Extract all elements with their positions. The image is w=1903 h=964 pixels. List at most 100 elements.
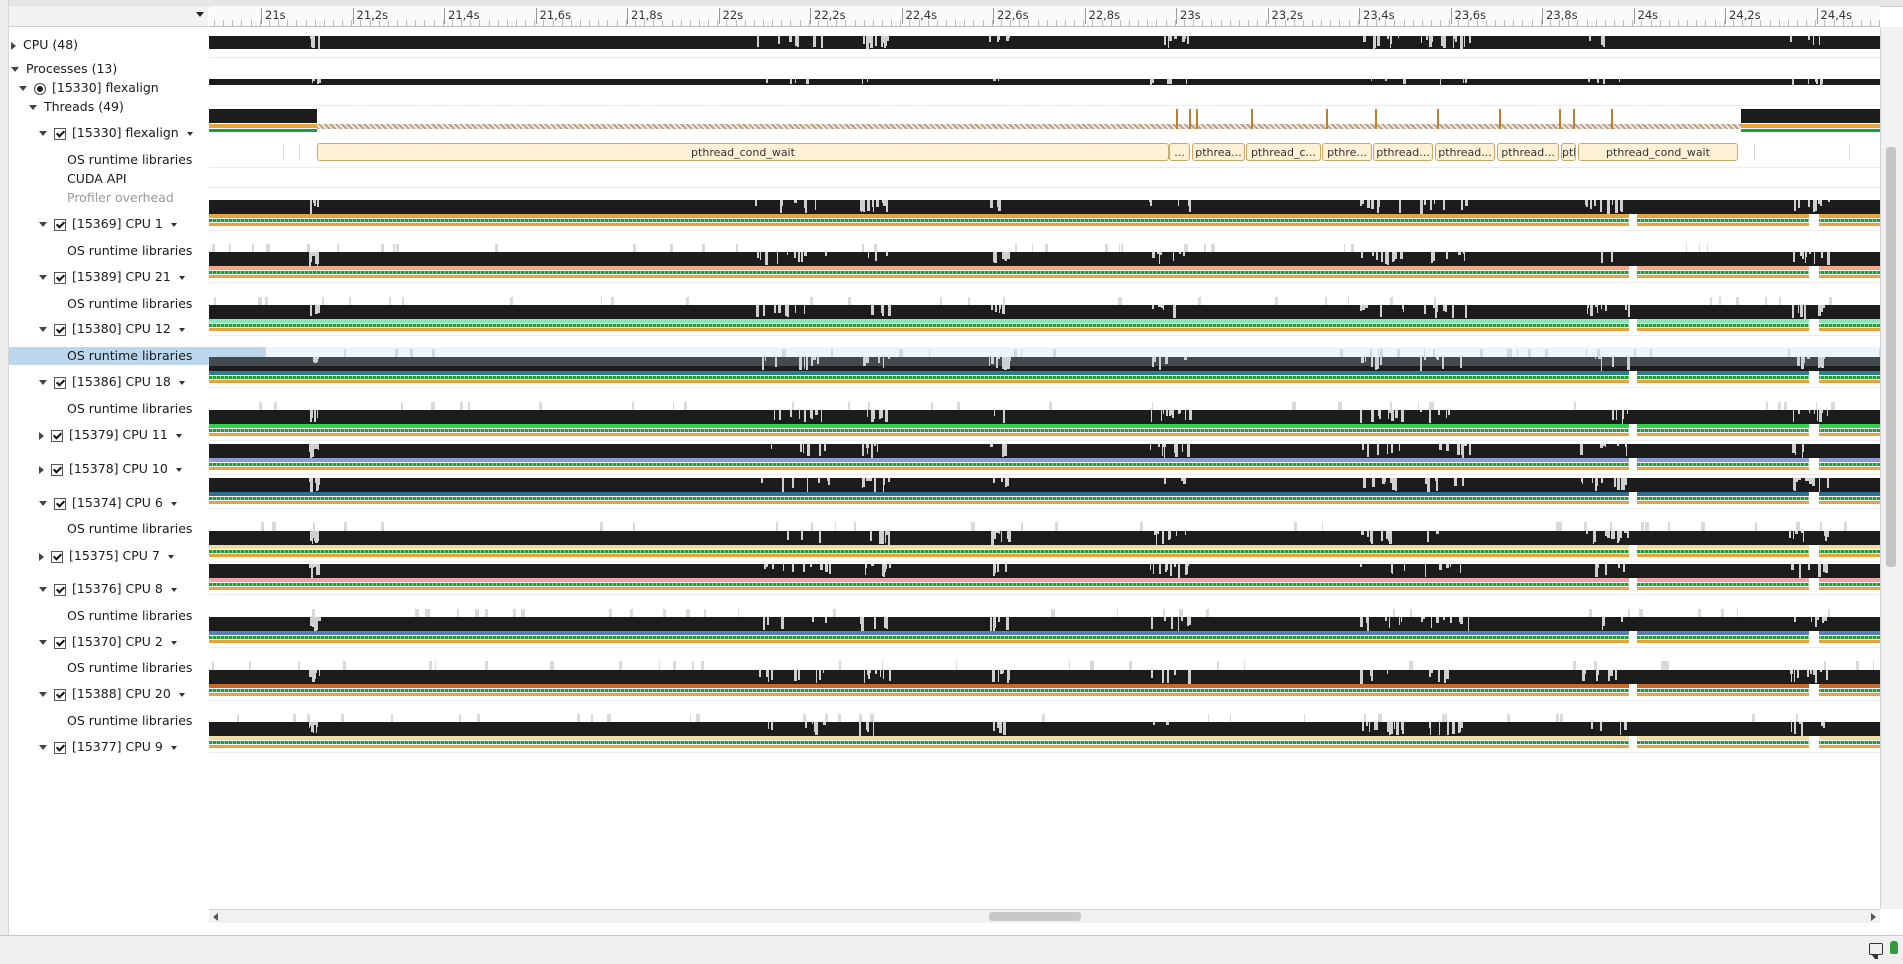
scroll-right-icon[interactable] (1871, 913, 1876, 921)
expand-down-icon[interactable] (39, 222, 47, 227)
cpu-usage-dip (314, 564, 316, 568)
checkbox-icon[interactable] (54, 376, 66, 389)
tree-threads[interactable]: Threads (49) (9, 98, 228, 116)
time-ruler[interactable]: 21s 21,2s 21,4s 21,6s 21,8s 22s 22,2s 22,4s 22,6… (209, 6, 1881, 27)
expand-down-icon[interactable] (39, 275, 47, 280)
dropdown-icon[interactable] (170, 222, 177, 227)
dropdown-icon[interactable] (170, 501, 177, 506)
expand-down-icon[interactable] (39, 640, 47, 645)
horizontal-scroll-thumb[interactable] (989, 912, 1081, 921)
tree-thread-main[interactable]: [15330] flexalign (9, 124, 238, 142)
cpu-usage-dip (1169, 79, 1172, 84)
dropdown-icon[interactable] (170, 587, 177, 592)
dropdown-icon[interactable] (186, 131, 193, 136)
osrt-event[interactable]: pthread... (1497, 143, 1559, 161)
tree-thread[interactable]: [15375] CPU 7 (9, 547, 238, 565)
tree-osrt[interactable]: OS runtime libraries (9, 347, 266, 365)
expand-down-icon[interactable] (39, 131, 47, 136)
osrt-event[interactable]: pthrea... (1192, 143, 1245, 161)
expand-down-icon[interactable] (39, 327, 47, 332)
comment-icon[interactable] (1869, 943, 1883, 959)
tree-thread[interactable]: [15386] CPU 18 (9, 373, 238, 391)
scroll-left-icon[interactable] (213, 913, 218, 921)
dropdown-icon[interactable] (175, 467, 182, 472)
dropdown-icon[interactable] (167, 554, 174, 559)
horizontal-scrollbar[interactable] (209, 909, 1880, 923)
osrt-event[interactable]: pthread... (1435, 143, 1495, 161)
tree-thread[interactable]: [15380] CPU 12 (9, 320, 238, 338)
bug-icon[interactable] (1890, 941, 1898, 954)
expand-down-icon[interactable] (39, 692, 47, 697)
tree-osrt[interactable]: OS runtime libraries (9, 659, 266, 677)
checkbox-icon[interactable] (51, 429, 63, 442)
checkbox-icon[interactable] (51, 550, 63, 563)
cpu-usage-dip (759, 252, 762, 261)
expand-right-icon[interactable] (39, 431, 44, 440)
checkbox-icon[interactable] (54, 271, 66, 284)
tree-osrt[interactable]: OS runtime libraries (9, 400, 266, 418)
osrt-event[interactable]: pthread_cond_wait (1578, 143, 1738, 161)
checkbox-icon[interactable] (54, 323, 66, 336)
checkbox-icon[interactable] (54, 583, 66, 596)
tree-thread[interactable]: [15388] CPU 20 (9, 685, 238, 703)
tree-osrt[interactable]: OS runtime libraries (9, 520, 266, 538)
checkbox-icon[interactable] (54, 127, 66, 140)
tree-osrt[interactable]: OS runtime libraries (9, 151, 266, 169)
cpu-usage-dip (1797, 410, 1801, 415)
timeline-view[interactable]: pthread_cond_wait... pthrea... pthread_c..… (209, 27, 1880, 909)
tree-thread[interactable]: [15370] CPU 2 (9, 633, 238, 651)
tree-thread[interactable]: [15389] CPU 21 (9, 268, 238, 286)
expand-down-icon[interactable] (29, 105, 37, 110)
tree-thread[interactable]: [15378] CPU 10 (9, 460, 238, 478)
tree-thread[interactable]: [15369] CPU 1 (9, 215, 238, 233)
expand-down-icon[interactable] (39, 745, 47, 750)
tree-osrt[interactable]: OS runtime libraries (9, 607, 266, 625)
tree-cuda[interactable]: CUDA API (9, 170, 266, 188)
expand-right-icon[interactable] (39, 552, 44, 561)
dropdown-icon[interactable] (178, 275, 185, 280)
expand-right-icon[interactable] (11, 41, 16, 50)
dropdown-icon[interactable] (178, 380, 185, 385)
dropdown-icon[interactable] (175, 433, 182, 438)
checkbox-icon[interactable] (54, 218, 66, 231)
dropdown-icon[interactable] (178, 327, 185, 332)
checkbox-icon[interactable] (54, 741, 66, 754)
osrt-event[interactable]: pth... (1561, 143, 1576, 161)
tree-thread[interactable]: [15377] CPU 9 (9, 738, 238, 756)
checkbox-icon[interactable] (54, 636, 66, 649)
expand-down-icon[interactable] (11, 67, 19, 72)
tree-thread[interactable]: [15374] CPU 6 (9, 494, 238, 512)
expand-down-icon[interactable] (39, 501, 47, 506)
osrt-event[interactable]: pthread_cond_wait (317, 143, 1169, 161)
dropdown-icon[interactable] (178, 692, 185, 697)
osrt-event[interactable]: pthread... (1373, 143, 1433, 161)
expand-down-icon[interactable] (19, 86, 27, 91)
tree-cpu[interactable]: CPU (48) (9, 36, 210, 54)
cpu-usage-dip (861, 79, 864, 84)
dropdown-icon[interactable] (170, 745, 177, 750)
tree-processes[interactable]: Processes (13) (9, 60, 210, 78)
tree-osrt[interactable]: OS runtime libraries (9, 712, 266, 730)
tree-profiler-overhead[interactable]: Profiler overhead (9, 189, 266, 207)
expand-right-icon[interactable] (39, 465, 44, 474)
dropdown-icon[interactable] (170, 640, 177, 645)
tree-process[interactable]: [15330] flexalign (9, 79, 218, 97)
cpu-usage-dip (1618, 531, 1621, 541)
lane-separator (209, 508, 1880, 509)
checkbox-icon[interactable] (54, 497, 66, 510)
tree-thread[interactable]: [15376] CPU 8 (9, 580, 238, 598)
tree-thread[interactable]: [15379] CPU 11 (9, 426, 238, 444)
tree-osrt[interactable]: OS runtime libraries (9, 295, 266, 313)
checkbox-icon[interactable] (54, 688, 66, 701)
expand-down-icon[interactable] (39, 587, 47, 592)
radio-icon[interactable] (34, 82, 46, 95)
osrt-event[interactable]: ... (1169, 143, 1190, 161)
vertical-scrollbar[interactable] (1880, 27, 1903, 909)
chevron-down-icon[interactable] (196, 12, 204, 17)
tree-osrt[interactable]: OS runtime libraries (9, 242, 266, 260)
checkbox-icon[interactable] (51, 463, 63, 476)
expand-down-icon[interactable] (39, 380, 47, 385)
vertical-scroll-thumb[interactable] (1886, 147, 1896, 567)
osrt-event[interactable]: pthread_c... (1246, 143, 1321, 161)
osrt-event[interactable]: pthre... (1322, 143, 1372, 161)
